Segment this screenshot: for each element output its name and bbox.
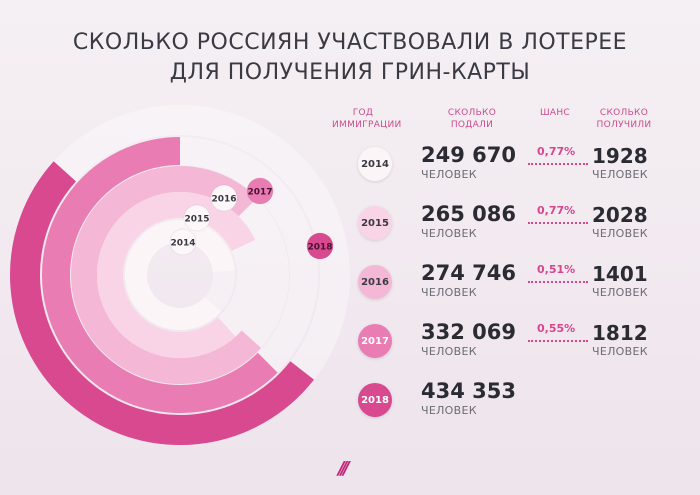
- title-line-1: СКОЛЬКО РОССИЯН УЧАСТВОВАЛИ В ЛОТЕРЕЕ: [72, 30, 628, 55]
- received-unit-2014: ЧЕЛОВЕК: [592, 168, 648, 181]
- header-year-line-2: ИММИГРАЦИИ: [332, 120, 402, 130]
- received-unit-2017: ЧЕЛОВЕК: [592, 345, 648, 358]
- header-year: ГОД ИММИГРАЦИИ: [332, 107, 402, 131]
- logo: ///: [338, 458, 350, 479]
- chance-value-2014: 0,77%: [537, 145, 576, 158]
- header-received-line-2: ПОЛУЧИЛИ: [596, 120, 652, 130]
- chance-value-2016: 0,51%: [537, 263, 576, 276]
- dotted-connector-2014: [528, 163, 588, 165]
- ring-2016: [71, 166, 261, 384]
- applied-value-2017: 332 069: [421, 320, 516, 344]
- header-received-line-1: СКОЛЬКО: [599, 108, 649, 118]
- ring-label-2014: 2014: [169, 228, 197, 256]
- dotted-connector-2016: [528, 281, 588, 283]
- header-applied-line-2: ПОДАЛИ: [450, 120, 494, 130]
- header-applied: СКОЛЬКО ПОДАЛИ: [432, 107, 512, 131]
- ring-label-2016: 2016: [210, 184, 238, 212]
- chance-value-2015: 0,77%: [537, 204, 576, 217]
- received-value-2015: 2028: [592, 203, 648, 227]
- ring-2014: [125, 220, 235, 330]
- header-chance: ШАНС: [530, 107, 580, 119]
- ring-label-2015: 2015: [183, 204, 211, 232]
- dotted-connector-2017: [528, 340, 588, 342]
- applied-unit-2016: ЧЕЛОВЕК: [421, 286, 477, 299]
- received-unit-2015: ЧЕЛОВЕК: [592, 227, 648, 240]
- applied-unit-2018: ЧЕЛОВЕК: [421, 404, 477, 417]
- dotted-connector-2015: [528, 222, 588, 224]
- applied-unit-2017: ЧЕЛОВЕК: [421, 345, 477, 358]
- header-year-line-1: ГОД: [352, 108, 374, 118]
- year-badge-2014: 2014: [358, 147, 392, 181]
- chance-value-2017: 0,55%: [537, 322, 576, 335]
- received-value-2016: 1401: [592, 262, 648, 286]
- received-unit-2016: ЧЕЛОВЕК: [592, 286, 648, 299]
- year-badge-2018: 2018: [358, 383, 392, 417]
- applied-value-2015: 265 086: [421, 202, 516, 226]
- received-value-2017: 1812: [592, 321, 648, 345]
- ring-label-text-2015: 2015: [184, 215, 209, 225]
- applied-unit-2015: ЧЕЛОВЕК: [421, 227, 477, 240]
- year-badge-2015: 2015: [358, 206, 392, 240]
- ring-label-2017: 2017: [246, 177, 274, 205]
- year-badge-2016: 2016: [358, 265, 392, 299]
- header-received: СКОЛЬКО ПОЛУЧИЛИ: [588, 107, 660, 131]
- ring-label-text-2016: 2016: [211, 195, 236, 205]
- title-line-2: ДЛЯ ПОЛУЧЕНИЯ ГРИН-КАРТЫ: [169, 60, 531, 85]
- received-value-2014: 1928: [592, 144, 648, 168]
- chart-title: СКОЛЬКО РОССИЯН УЧАСТВОВАЛИ В ЛОТЕРЕЕ ДЛ…: [0, 28, 700, 88]
- applied-value-2014: 249 670: [421, 143, 516, 167]
- ring-2017: [42, 137, 278, 413]
- ring-label-2018: 2018: [306, 232, 334, 260]
- applied-value-2018: 434 353: [421, 379, 516, 403]
- ring-2018: [10, 161, 314, 445]
- ring-label-text-2018: 2018: [307, 243, 332, 253]
- ring-label-text-2014: 2014: [170, 239, 195, 249]
- year-badge-2017: 2017: [358, 324, 392, 358]
- applied-value-2016: 274 746: [421, 261, 516, 285]
- header-applied-line-1: СКОЛЬКО: [447, 108, 497, 118]
- ring-label-text-2017: 2017: [247, 188, 272, 198]
- header-chance-line-1: ШАНС: [539, 108, 571, 118]
- applied-unit-2014: ЧЕЛОВЕК: [421, 168, 477, 181]
